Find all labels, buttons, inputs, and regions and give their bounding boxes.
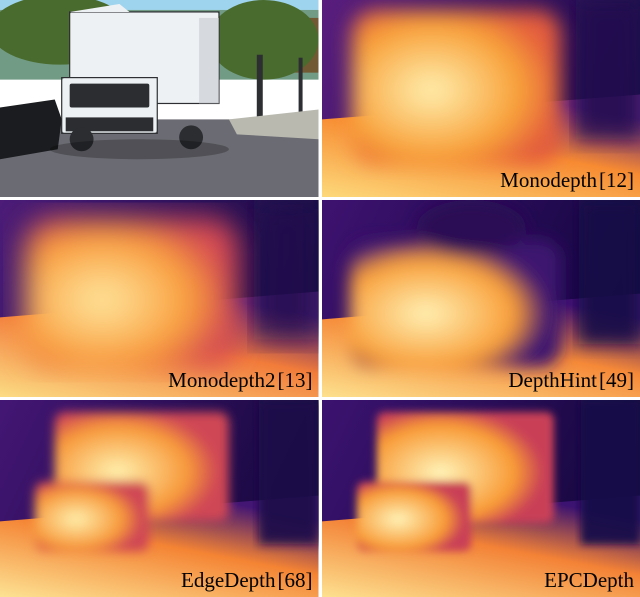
caption-text: Monodepth2 (168, 368, 275, 393)
caption-epcdepth: EPCDepth (544, 568, 634, 593)
input-photo-svg (0, 0, 319, 197)
panel-monodepth: Monodepth [12] (322, 0, 640, 197)
caption-monodepth2: Monodepth2 [13] (168, 368, 312, 393)
panel-epcdepth: EPCDepth (322, 400, 640, 597)
caption-edgedepth: EdgeDepth [68] (181, 568, 312, 593)
caption-cite: [49] (599, 368, 634, 393)
caption-text: DepthHint (508, 368, 597, 393)
panel-edgedepth: EdgeDepth [68] (0, 400, 319, 597)
panel-monodepth2: Monodepth2 [13] (0, 200, 319, 397)
panel-depthhint: DepthHint [49] (322, 200, 640, 397)
caption-depthhint: DepthHint [49] (508, 368, 634, 393)
caption-text: EdgeDepth (181, 568, 275, 593)
caption-monodepth: Monodepth [12] (500, 168, 634, 193)
panel-input-photo (0, 0, 319, 197)
caption-text: EPCDepth (544, 568, 634, 593)
figure-grid: Monodepth [12] (0, 0, 640, 597)
caption-cite: [12] (599, 168, 634, 193)
caption-cite: [68] (278, 568, 313, 593)
caption-cite: [13] (278, 368, 313, 393)
caption-text: Monodepth (500, 168, 597, 193)
